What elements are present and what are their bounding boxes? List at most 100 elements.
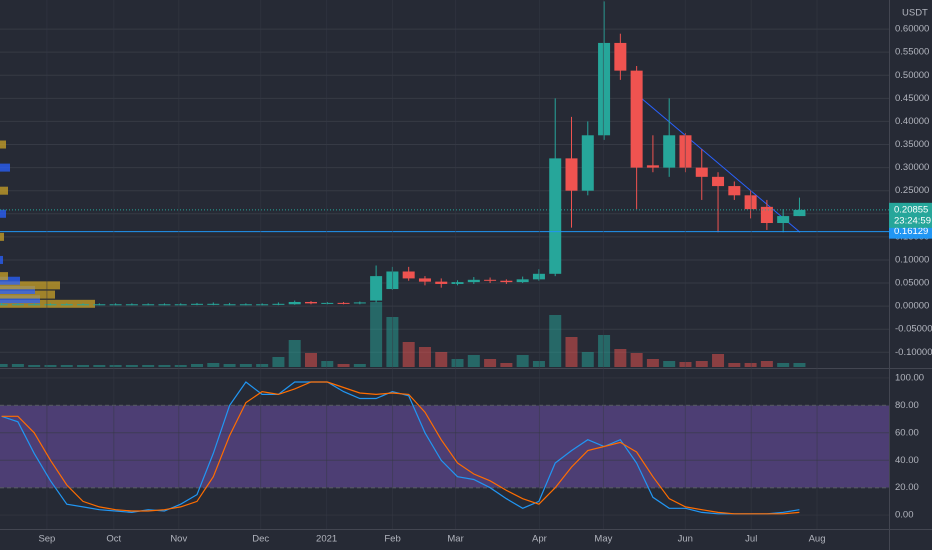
level-box [889,224,932,239]
candle-body [418,278,431,282]
y-tick-label: 60.00 [895,427,919,438]
x-tick-label: Nov [170,534,187,545]
volume-bar [125,365,138,367]
candle-body [304,301,317,304]
volume-profile-bar [0,232,4,241]
candle-body [142,304,155,306]
y-tick-label: 80.00 [895,400,919,411]
volume-bar [549,315,562,367]
x-tick-label: Oct [106,534,121,545]
volume-bar [353,364,366,367]
volume-profile-bar [0,290,55,299]
volume-bar [207,363,220,367]
y-tick-label: 0.25000 [895,185,929,196]
candle-body [191,303,204,305]
x-tick-label: Sep [38,534,55,545]
volume-bar [402,342,415,367]
volume-bar [142,365,155,367]
volume-profile-bar [0,272,8,281]
x-tick-label: Mar [447,534,463,545]
y-tick-label: 0.35000 [895,139,929,150]
candle-body [125,304,138,306]
band [0,405,889,488]
x-tick-label: Aug [809,534,826,545]
volume-bar [158,365,171,367]
candle-body [712,176,725,187]
volume-profile-bar [0,255,3,264]
volume-profile-bar [0,299,95,308]
candle-body [93,304,106,306]
volume-bar [451,359,464,367]
volume-bar [467,355,480,367]
x-tick-label: Feb [384,534,400,545]
level-label: 0.16129 [894,226,928,237]
volume-bar [44,365,57,367]
volume-bar [581,352,594,367]
volume-bar [695,361,708,367]
volume-profile-bar [0,140,6,149]
y-tick-label: 0.55000 [895,47,929,58]
volume-bar [109,365,122,367]
y-tick-label: 0.05000 [895,278,929,289]
x-tick-label: Jun [678,534,693,545]
volume-bar [288,340,301,367]
last-price-box [889,202,932,228]
y-tick-label: 0.00000 [895,301,929,312]
volume-bar [516,355,529,367]
currency-label: USDT [902,8,928,19]
volume-bar [93,365,106,367]
volume-bar [28,365,41,367]
volume-bar [370,302,383,367]
candle-body [581,135,594,191]
candle-body [353,302,366,304]
candle-body [272,303,285,305]
volume-bar [272,357,285,367]
volume-profile-bar [0,281,60,290]
stoch-line [1,381,800,515]
candle-body [760,206,773,224]
y-tick-label: 0.40000 [895,116,929,127]
volume-bar [191,364,204,367]
volume-bar [11,364,24,367]
candle-body [239,304,252,306]
candle-body [728,186,741,196]
volume-profile-bar [0,276,20,285]
y-tick-label: 0.10000 [895,254,929,265]
volume-bar [793,363,806,367]
candle-body [109,304,122,306]
candle-body [500,280,513,283]
volume-bar [565,337,578,367]
volume-bar [712,354,725,367]
candle-body [793,209,806,217]
volume-bar [598,335,611,367]
volume-profile-bar [0,209,6,218]
volume-bar [728,363,741,367]
volume-bar [223,364,236,367]
y-tick-label: -0.05000 [895,324,932,335]
volume-bar [321,361,334,367]
candle-body [77,304,90,306]
candle-body [630,70,643,168]
volume-bar [304,353,317,367]
volume-bar [60,365,73,367]
y-tick-label: 20.00 [895,482,919,493]
volume-bar [614,349,627,367]
volume-bar [663,361,676,367]
y-tick-label: -0.10000 [895,347,932,358]
volume-bar [646,359,659,367]
candle-body [402,271,415,279]
candle-body [158,304,171,306]
candle-body [663,135,676,168]
candle-body [467,279,480,283]
candle-body [28,304,41,306]
volume-bar [435,352,448,367]
x-tick-label: Jul [745,534,757,545]
volume-profile-bar [0,163,10,172]
y-tick-label: 100.00 [895,372,924,383]
last-price-label: 0.20855 [894,204,928,215]
candle-body [11,304,24,306]
candle-body [370,276,383,301]
candle-body [60,304,73,306]
